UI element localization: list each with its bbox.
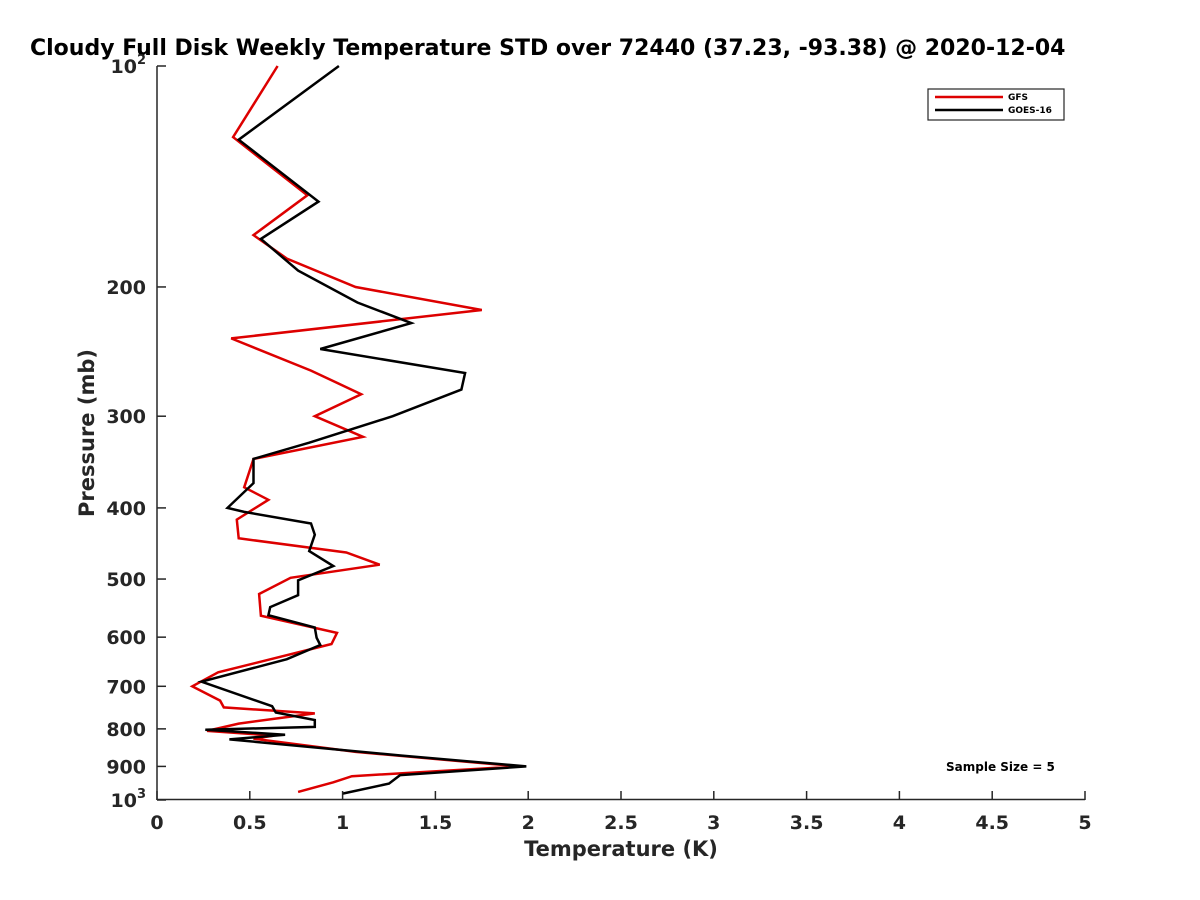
y-tick-label: 102 [111, 53, 147, 78]
y-ticks: 102 200 300 400 500 600 700 800 900 103 [106, 53, 166, 812]
y-tick-label: 900 [106, 756, 146, 778]
legend-box [927, 88, 1065, 121]
x-ticks: 0 0.5 1 1.5 2 2.5 3 3.5 4 4.5 5 [150, 791, 1092, 834]
x-tick-label: 1.5 [419, 812, 453, 834]
y-tick-label: 400 [106, 498, 146, 520]
x-tick-label: 1 [336, 812, 349, 834]
y-axis-label: Pressure (mb) [75, 349, 99, 517]
x-tick-label: 5 [1078, 812, 1091, 834]
sample-size-annotation: Sample Size = 5 [946, 760, 1055, 774]
y-tick-label: 200 [106, 277, 146, 299]
y-tick-label: 800 [106, 719, 146, 741]
y-tick-label: 103 [111, 787, 147, 812]
chart-title: Cloudy Full Disk Weekly Temperature STD … [30, 36, 1065, 61]
y-tick-label: 600 [106, 627, 146, 649]
x-tick-label: 4.5 [975, 812, 1009, 834]
series-layer [189, 64, 527, 795]
x-tick-label: 0 [150, 812, 163, 834]
y-tick-label: 500 [106, 569, 146, 591]
x-tick-label: 3.5 [790, 812, 824, 834]
y-tick-label: 300 [106, 406, 146, 428]
series-line-goes16 [197, 64, 527, 795]
x-tick-label: 4 [893, 812, 906, 834]
legend: GFS GOES-16 [927, 88, 1065, 121]
x-tick-label: 2.5 [604, 812, 638, 834]
x-axis-label: Temperature (K) [524, 837, 718, 861]
x-tick-label: 3 [707, 812, 720, 834]
x-tick-label: 0.5 [233, 812, 267, 834]
legend-label-gfs: GFS [1008, 93, 1028, 103]
series-line-gfs [189, 65, 520, 794]
y-tick-label: 700 [106, 676, 146, 698]
legend-label-goes16: GOES-16 [1008, 106, 1052, 116]
x-tick-label: 2 [522, 812, 535, 834]
